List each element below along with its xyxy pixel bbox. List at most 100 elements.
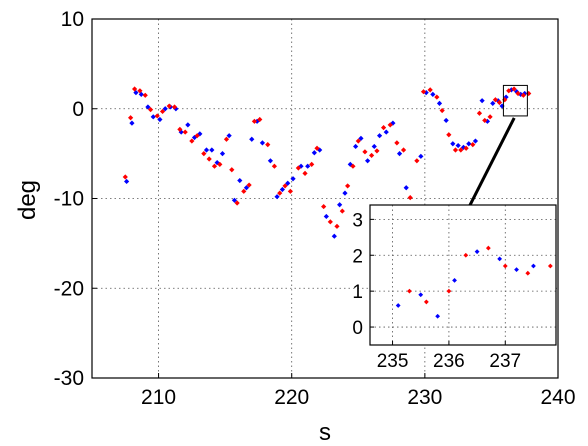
data-point <box>525 270 531 276</box>
data-point <box>265 142 271 148</box>
inset-x-tick-label: 236 <box>433 351 465 372</box>
data-point <box>482 117 488 124</box>
data-point <box>267 158 274 164</box>
data-point <box>423 299 429 305</box>
data-point <box>452 277 457 283</box>
data-point <box>434 94 440 100</box>
y-tick-label: 10 <box>61 8 84 31</box>
data-point <box>452 147 459 153</box>
data-point <box>403 185 409 191</box>
data-point <box>450 141 456 147</box>
data-point <box>515 90 521 97</box>
data-point <box>463 252 469 258</box>
data-point <box>400 147 407 153</box>
data-point <box>314 145 320 151</box>
data-point <box>217 161 223 167</box>
data-point <box>339 208 345 214</box>
data-point <box>407 288 412 294</box>
data-point <box>129 120 135 126</box>
main-data-points <box>122 86 532 239</box>
data-point <box>458 147 464 153</box>
data-point <box>547 263 553 269</box>
inset-axis-ticks: 235 236 237 0 1 2 3 <box>352 210 521 372</box>
data-point <box>145 104 151 110</box>
data-point <box>290 176 296 182</box>
data-point <box>331 233 337 239</box>
data-point <box>287 188 293 194</box>
data-point <box>474 249 480 255</box>
data-point <box>353 143 359 150</box>
data-point <box>502 263 508 269</box>
data-point <box>274 194 280 200</box>
data-point <box>476 110 483 116</box>
y-tick-label: -30 <box>54 367 84 390</box>
data-point <box>317 147 323 153</box>
y-axis-label: deg <box>14 180 41 220</box>
data-point <box>282 183 288 189</box>
data-point <box>520 92 526 98</box>
inset-y-tick-label: 2 <box>352 246 363 267</box>
data-point <box>418 153 424 159</box>
data-point <box>446 288 452 294</box>
data-point <box>226 133 232 139</box>
y-tick-label: 0 <box>72 98 84 121</box>
data-point <box>323 213 329 220</box>
x-axis-label: s <box>319 419 331 446</box>
data-point <box>311 150 317 156</box>
data-point <box>380 124 387 131</box>
data-point <box>414 158 420 164</box>
inset-background <box>370 205 556 345</box>
data-point <box>387 122 393 128</box>
data-point <box>463 145 469 151</box>
data-point <box>490 100 496 106</box>
inset-plot: 235 236 237 0 1 2 3 <box>352 204 557 372</box>
data-point <box>132 86 138 92</box>
data-point <box>497 256 503 262</box>
data-point <box>355 138 361 144</box>
data-point <box>345 183 351 189</box>
data-point <box>455 142 461 149</box>
data-point <box>446 132 452 138</box>
data-point <box>142 92 148 98</box>
data-point <box>124 178 130 185</box>
data-point <box>177 126 183 132</box>
data-point <box>495 98 501 104</box>
data-point <box>223 136 230 142</box>
data-point <box>531 263 536 269</box>
data-point <box>374 148 380 154</box>
inset-grid <box>370 205 556 345</box>
data-point <box>246 182 252 188</box>
data-point <box>229 167 235 173</box>
data-point <box>334 223 340 229</box>
inset-y-tick-label: 1 <box>352 282 363 303</box>
data-point <box>159 108 166 115</box>
data-point <box>347 161 353 167</box>
x-tick-label: 230 <box>407 386 442 409</box>
data-point <box>506 88 512 94</box>
data-point <box>137 88 143 94</box>
inset-x-tick-label: 237 <box>489 351 521 372</box>
data-point <box>420 89 427 95</box>
data-point <box>514 267 519 273</box>
data-point <box>472 138 479 144</box>
inset-frame <box>369 204 557 346</box>
data-point <box>271 163 278 169</box>
data-point <box>302 170 308 176</box>
data-point <box>365 158 371 164</box>
data-point <box>443 117 449 124</box>
data-point <box>194 133 200 139</box>
data-point <box>337 202 343 208</box>
data-point <box>162 106 168 112</box>
data-point <box>522 90 528 97</box>
data-point <box>251 118 258 124</box>
data-point <box>234 200 240 206</box>
data-point <box>470 142 476 148</box>
data-point <box>295 165 301 171</box>
data-point <box>466 141 472 147</box>
data-point <box>376 133 383 139</box>
data-point <box>327 219 333 225</box>
data-point <box>254 118 260 124</box>
data-point <box>138 91 144 97</box>
data-point <box>279 186 285 193</box>
